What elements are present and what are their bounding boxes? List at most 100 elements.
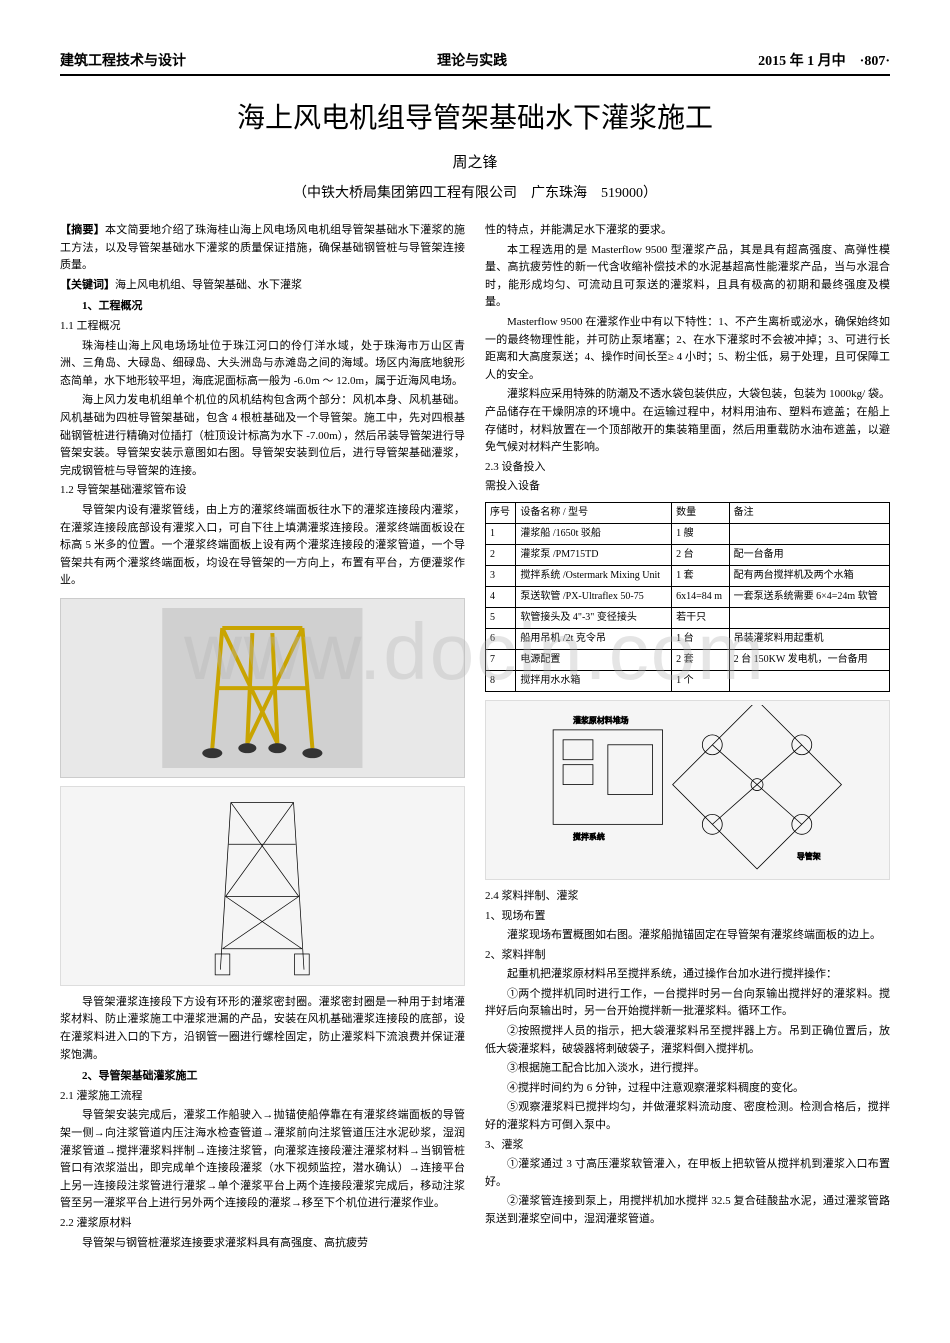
table-cell: 5	[486, 607, 516, 628]
page-header: 建筑工程技术与设计 理论与实践 2015 年 1 月中 ·807·	[60, 50, 890, 76]
para-2-4-3a: ①灌浆通过 3 寸高压灌浆软管灌入，在甲板上把软管从搅拌机到灌浆入口布置好。	[485, 1156, 890, 1191]
para-1-1a: 珠海桂山海上风电场场址位于珠江河口的伶仃洋水域，处于珠海市万山区青洲、三角岛、大…	[60, 338, 465, 391]
table-cell: 1	[486, 523, 516, 544]
table-cell: 1 套	[672, 565, 730, 586]
table-header-row: 序号 设备名称 / 型号 数量 备注	[486, 502, 890, 523]
table-cell: 船用吊机 /2t 克令吊	[516, 628, 672, 649]
para-1-2: 导管架内设有灌浆管线，由上方的灌浆终端面板往水下的灌浆连接段内灌浆，在灌浆连接段…	[60, 502, 465, 590]
para-2-4-1: 灌浆现场布置概图如右图。灌浆船抛锚固定在导管架有灌浆终端面板的边上。	[485, 927, 890, 945]
elevation-svg	[101, 792, 423, 980]
keywords-label: 【关键词】	[60, 279, 115, 291]
section-2-3: 2.3 设备投入	[485, 459, 890, 477]
svg-text:灌浆原材料堆场: 灌浆原材料堆场	[573, 715, 629, 725]
table-row: 3搅拌系统 /Ostermark Mixing Unit1 套配有两台搅拌机及两…	[486, 565, 890, 586]
article-author: 周之锋	[60, 151, 890, 172]
table-cell: 若干只	[672, 607, 730, 628]
svg-text:搅拌系统: 搅拌系统	[573, 832, 605, 842]
table-cell: 1 台	[672, 628, 730, 649]
para-2-2: 导管架与钢管桩灌浆连接要求灌浆料具有高强度、高抗疲劳	[60, 1235, 465, 1253]
table-cell: 2 台 150KW 发电机，一台备用	[729, 649, 889, 670]
table-cell: 配一台备用	[729, 544, 889, 565]
section-2: 2、导管架基础灌浆施工	[60, 1068, 465, 1086]
para-cont: 性的特点，并能满足水下灌浆的要求。	[485, 222, 890, 240]
column-left: 【摘要】本文简要地介绍了珠海桂山海上风电场风电机组导管架基础水下灌浆的施工方法，…	[60, 222, 465, 1254]
para-2-4-2d: ③根据施工配合比加入淡水，进行搅拌。	[485, 1060, 890, 1078]
section-2-4-2: 2、浆料拌制	[485, 947, 890, 965]
table-cell: 1 个	[672, 670, 730, 691]
th-3: 备注	[729, 502, 889, 523]
table-cell: 3	[486, 565, 516, 586]
table-cell: 1 艘	[672, 523, 730, 544]
table-cell: 4	[486, 586, 516, 607]
table-cell: 一套泵送系统需要 6×4=24m 软管	[729, 586, 889, 607]
abstract: 【摘要】本文简要地介绍了珠海桂山海上风电场风电机组导管架基础水下灌浆的施工方法，…	[60, 222, 465, 275]
svg-text:导管架: 导管架	[797, 852, 821, 862]
section-1-2: 1.2 导管架基础灌浆管布设	[60, 482, 465, 500]
para-2-4-3b: ②灌浆管连接到泵上，用搅拌机加水搅拌 32.5 复合硅酸盐水泥，通过灌浆管路泵送…	[485, 1193, 890, 1228]
table-cell: 配有两台搅拌机及两个水箱	[729, 565, 889, 586]
article-title: 海上风电机组导管架基础水下灌浆施工	[60, 96, 890, 136]
table-cell	[729, 670, 889, 691]
table-cell: 6	[486, 628, 516, 649]
table-row: 1灌浆船 /1650t 驳船1 艘	[486, 523, 890, 544]
table-cell: 7	[486, 649, 516, 670]
table-cell: 灌浆泵 /PM715TD	[516, 544, 672, 565]
keywords: 【关键词】海上风电机组、导管架基础、水下灌浆	[60, 277, 465, 295]
section-1: 1、工程概况	[60, 298, 465, 316]
table-cell: 软管接头及 4"-3" 变径接头	[516, 607, 672, 628]
plan-svg: 搅拌系统 灌浆原材料堆场 导管架	[496, 705, 879, 874]
article-affiliation: （中铁大桥局集团第四工程有限公司 广东珠海 519000）	[60, 182, 890, 202]
th-1: 设备名称 / 型号	[516, 502, 672, 523]
table-cell: 搅拌用水水箱	[516, 670, 672, 691]
figure-elevation-diagram	[60, 786, 465, 986]
table-cell: 灌浆船 /1650t 驳船	[516, 523, 672, 544]
para-2-4-2c: ②按照搅拌人员的指示，把大袋灌浆料吊至搅拌器上方。吊到正确位置后，放低大袋灌浆料…	[485, 1023, 890, 1058]
para-1-1b: 海上风力发电机组单个机位的风机结构包含两个部分：风机本身、风机基础。风机基础为四…	[60, 392, 465, 480]
abstract-label: 【摘要】	[60, 224, 105, 236]
para-1-3: 导管架灌浆连接段下方设有环形的灌浆密封圈。灌浆密封圈是一种用于封堵灌浆材料、防止…	[60, 994, 465, 1064]
header-left: 建筑工程技术与设计	[60, 50, 186, 70]
th-2: 数量	[672, 502, 730, 523]
para-2-2d: 灌浆料应采用特殊的防潮及不透水袋包装供应，大袋包装，包装为 1000kg/ 袋。…	[485, 386, 890, 456]
column-right: 性的特点，并能满足水下灌浆的要求。 本工程选用的是 Masterflow 950…	[485, 222, 890, 1254]
para-2-2b: 本工程选用的是 Masterflow 9500 型灌浆产品，其是具有超高强度、高…	[485, 242, 890, 312]
table-cell	[729, 523, 889, 544]
para-2-4-2f: ⑤观察灌浆料已搅拌均匀，并做灌浆料流动度、密度检测。检测合格后，搅拌好的灌浆料方…	[485, 1099, 890, 1134]
keywords-text: 海上风电机组、导管架基础、水下灌浆	[115, 279, 302, 291]
table-cell: 2 套	[672, 649, 730, 670]
table-cell: 2	[486, 544, 516, 565]
section-2-1: 2.1 灌浆施工流程	[60, 1088, 465, 1106]
table-row: 8搅拌用水水箱1 个	[486, 670, 890, 691]
abstract-text: 本文简要地介绍了珠海桂山海上风电场风电机组导管架基础水下灌浆的施工方法，以及导管…	[60, 224, 465, 271]
figure-plan-diagram: 搅拌系统 灌浆原材料堆场 导管架	[485, 700, 890, 880]
page: www.docin.com 建筑工程技术与设计 理论与实践 2015 年 1 月…	[0, 0, 950, 1304]
table-cell: 吊装灌浆料用起重机	[729, 628, 889, 649]
header-center: 理论与实践	[437, 50, 507, 70]
section-2-4: 2.4 浆料拌制、灌浆	[485, 888, 890, 906]
para-2-4-2a: 起重机把灌浆原材料吊至搅拌系统，通过操作台加水进行搅拌操作：	[485, 966, 890, 984]
figure-jacket-render	[60, 598, 465, 778]
columns: 【摘要】本文简要地介绍了珠海桂山海上风电场风电机组导管架基础水下灌浆的施工方法，…	[60, 222, 890, 1254]
section-2-4-1: 1、现场布置	[485, 908, 890, 926]
para-2-4-2b: ①两个搅拌机同时进行工作，一台搅拌时另一台向泵输出搅拌好的灌浆料。搅拌好后向泵输…	[485, 986, 890, 1021]
section-2-2: 2.2 灌浆原材料	[60, 1215, 465, 1233]
para-2-2c: Masterflow 9500 在灌浆作业中有以下特性：1、不产生离析或泌水，确…	[485, 314, 890, 384]
table-cell: 2 台	[672, 544, 730, 565]
table-cell: 6x14=84 m	[672, 586, 730, 607]
header-right: 2015 年 1 月中 ·807·	[758, 50, 890, 70]
section-1-1: 1.1 工程概况	[60, 318, 465, 336]
equipment-table: 序号 设备名称 / 型号 数量 备注 1灌浆船 /1650t 驳船1 艘2灌浆泵…	[485, 502, 890, 692]
table-row: 7电源配置2 套2 台 150KW 发电机，一台备用	[486, 649, 890, 670]
para-2-4-2e: ④搅拌时间约为 6 分钟，过程中注意观察灌浆料稠度的变化。	[485, 1080, 890, 1098]
table-cell: 泵送软管 /PX-Ultraflex 50-75	[516, 586, 672, 607]
table-row: 2灌浆泵 /PM715TD2 台配一台备用	[486, 544, 890, 565]
section-2-4-3: 3、灌浆	[485, 1137, 890, 1155]
table-cell: 8	[486, 670, 516, 691]
para-2-3a: 需投入设备	[485, 478, 890, 496]
table-row: 4泵送软管 /PX-Ultraflex 50-756x14=84 m一套泵送系统…	[486, 586, 890, 607]
table-row: 5软管接头及 4"-3" 变径接头若干只	[486, 607, 890, 628]
table-cell: 电源配置	[516, 649, 672, 670]
th-0: 序号	[486, 502, 516, 523]
table-cell: 搅拌系统 /Ostermark Mixing Unit	[516, 565, 672, 586]
table-cell	[729, 607, 889, 628]
